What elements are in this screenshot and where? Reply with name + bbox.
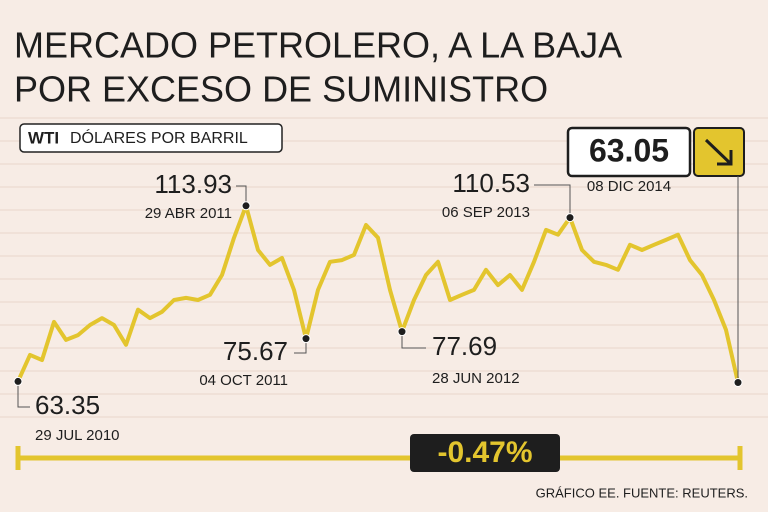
- leader: [294, 338, 307, 354]
- subtitle-box: [19, 123, 283, 153]
- change-label: -0.47%: [437, 436, 532, 469]
- subtitle: DÓLARES POR BARRIL: [70, 128, 248, 147]
- annotation-date: 04 OCT 2011: [199, 372, 288, 389]
- leader: [401, 331, 426, 349]
- leader: [236, 185, 247, 206]
- annotation-value: 63.05: [589, 132, 669, 168]
- annotation-dot: [301, 334, 311, 344]
- source: GRÁFICO EE. FUENTE: REUTERS.: [536, 485, 748, 500]
- annotation-value: 113.93: [154, 169, 232, 199]
- annotation-dot: [397, 327, 407, 337]
- annotation-value: 63.35: [35, 390, 100, 420]
- annotation-dot: [733, 377, 743, 387]
- leader: [17, 381, 30, 408]
- chart-title: POR EXCESO DE SUMINISTRO: [14, 69, 548, 110]
- annotation-value: 75.67: [223, 336, 288, 366]
- annotation-value: 77.69: [432, 331, 497, 361]
- annotation-dot: [565, 213, 575, 223]
- annotation-date: 28 JUN 2012: [432, 370, 520, 387]
- annotation-dot: [241, 201, 251, 211]
- change-box: [410, 434, 560, 472]
- value-box: [566, 126, 692, 178]
- annotation-date: 08 DIC 2014: [587, 178, 671, 195]
- leader: [534, 184, 571, 218]
- annotation-date: 29 JUL 2010: [35, 427, 120, 444]
- annotation-dot: [13, 376, 23, 386]
- background-lines: [0, 117, 768, 418]
- annotation-date: 29 ABR 2011: [145, 205, 232, 222]
- chart-title: MERCADO PETROLERO, A LA BAJA: [14, 25, 622, 66]
- price-line: [16, 203, 740, 383]
- annotation-value: 110.53: [452, 168, 530, 198]
- annotation-date: 06 SEP 2013: [442, 204, 530, 221]
- subtitle-bold: WTI: [28, 128, 59, 147]
- arrow: [704, 138, 733, 166]
